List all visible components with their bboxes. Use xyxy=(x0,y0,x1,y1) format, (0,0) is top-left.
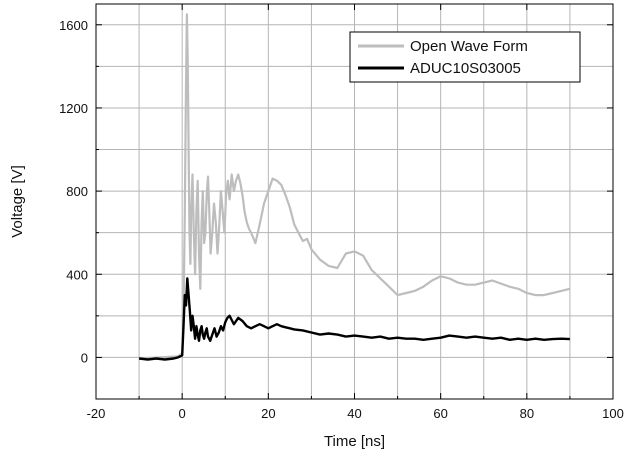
x-tick-label: 60 xyxy=(433,406,447,421)
series-layer xyxy=(138,13,571,361)
legend: Open Wave Form ADUC10S03005 xyxy=(349,31,581,83)
legend-label-aduc10s03005: ADUC10S03005 xyxy=(410,60,521,77)
y-tick-label: 400 xyxy=(66,267,88,282)
y-tick-label: 1200 xyxy=(59,101,88,116)
legend-box xyxy=(349,31,581,83)
x-tick-label: -20 xyxy=(87,406,106,421)
x-tick-label: 80 xyxy=(520,406,534,421)
legend-label-open-wave-form: Open Wave Form xyxy=(410,38,528,55)
x-tick-label: 0 xyxy=(179,406,186,421)
x-axis-label: Time [ns] xyxy=(324,433,385,450)
x-tick-label: 20 xyxy=(261,406,275,421)
y-tick-label: 1600 xyxy=(59,18,88,33)
y-tick-label: 0 xyxy=(81,350,88,365)
y-axis-label: Voltage [V] xyxy=(9,165,26,238)
axis-ticks: -20 0 20 40 60 80 100 0 400 800 1200 1600 xyxy=(59,4,624,421)
series-line-open-wave-form xyxy=(139,13,571,360)
x-tick-label: 100 xyxy=(602,406,624,421)
series-line-aduc10s03005 xyxy=(138,277,570,361)
x-tick-label: 40 xyxy=(347,406,361,421)
y-tick-label: 800 xyxy=(66,184,88,199)
